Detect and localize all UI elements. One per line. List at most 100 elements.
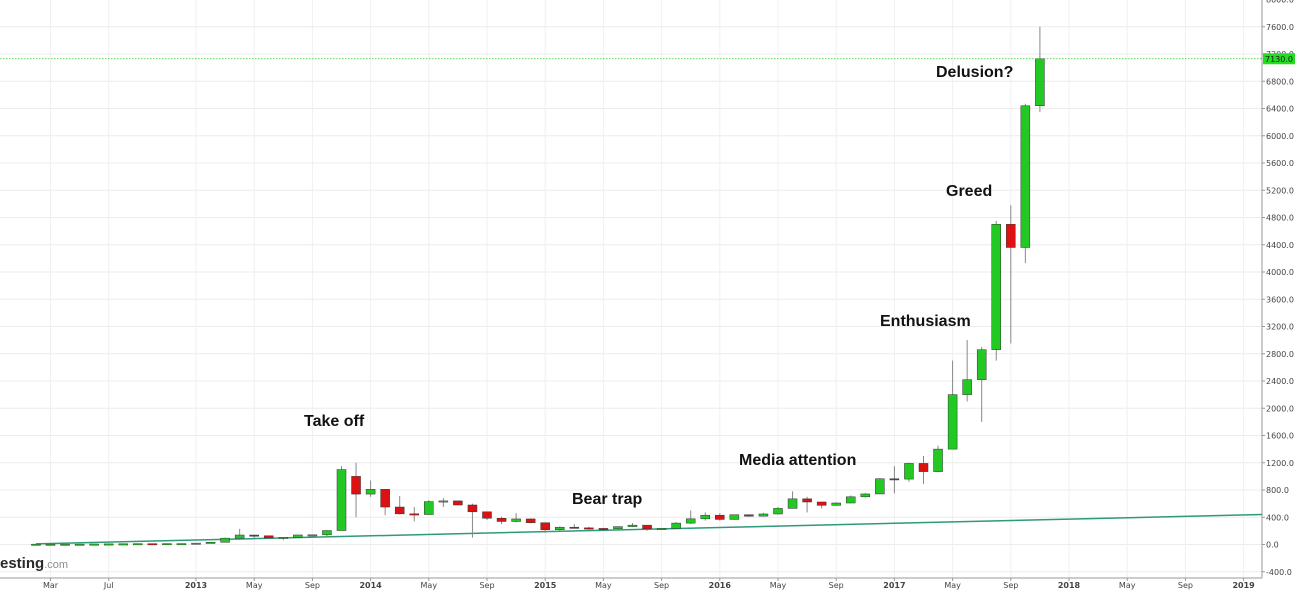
candle [264,535,274,539]
candle-body [613,526,623,530]
candle [598,527,609,530]
candle [409,507,419,522]
candle-body [234,534,245,539]
candle [322,530,332,538]
candle-body [438,500,449,503]
candle [205,542,216,544]
candle-body [569,526,580,529]
current-price-label: 7130.0 [1265,55,1293,64]
candle [685,510,696,525]
x-tick-label: May [246,581,263,590]
candle-body [322,530,332,536]
y-gridlines [0,26,1262,573]
candle-body [176,543,187,546]
candle [700,512,710,521]
candle [569,524,580,529]
candle [176,543,187,546]
candle-body [307,534,318,537]
candle-body [642,524,652,530]
annotation-media-attention: Media attention [739,452,856,469]
y-tick-label: 0.0 [1266,541,1279,550]
candle [758,512,769,517]
candle [1006,205,1016,344]
x-tick-label: May [595,581,612,590]
candle-body [555,526,565,530]
x-tick-label: 2016 [709,581,732,590]
candle-body [191,542,201,545]
candle [1035,26,1045,112]
candle [191,542,201,545]
candle [453,500,463,506]
x-tick-label: May [1119,581,1136,590]
candle [424,500,434,515]
investing-watermark: esting.com [0,555,68,572]
candle-body [45,543,56,546]
x-tick-label: May [770,581,787,590]
annotation-enthusiasm: Enthusiasm [880,313,971,330]
candle [729,514,740,520]
candle [991,220,1001,361]
candle-body [758,513,769,517]
y-tick-label: 400.0 [1266,513,1289,522]
candle-body [220,537,230,543]
y-tick-label: 8000.0 [1266,0,1294,5]
x-tick-label: 2018 [1058,581,1081,590]
candle [671,522,681,529]
candle [1020,103,1031,264]
candle-body [656,528,667,530]
candle [875,478,885,495]
x-tick-label: Sep [1178,581,1193,590]
candles-layer [31,26,1045,546]
candle-body [453,500,463,506]
y-tick-label: 6400.0 [1266,105,1294,114]
current-price-marker: 7130.0 [0,53,1295,65]
candle [802,496,812,513]
candle-body [133,543,143,546]
candle-body [1035,58,1045,107]
candle-body [351,476,361,495]
candle [365,480,376,497]
candle [118,543,128,546]
candle-body [496,518,507,522]
candle-body [249,534,259,537]
candle [555,526,565,531]
candle-body [336,469,347,531]
candle-body [525,518,536,523]
x-tick-label: Sep [1003,581,1018,590]
candle-body [831,502,841,506]
candle-body [904,463,914,480]
candle [336,466,347,531]
candle [162,543,172,546]
y-tick-label: 3200.0 [1266,323,1294,332]
candle-body [103,543,114,546]
candle [860,493,871,498]
candle [234,528,245,541]
candle [773,507,783,515]
candle [394,496,405,515]
candle-body [74,543,85,546]
candle [976,346,987,422]
candle-body [685,518,696,524]
candle-body [380,489,390,508]
candle [249,534,259,538]
candle-body [729,514,740,520]
candle-body [584,527,594,530]
candle-body [976,349,987,380]
candle [525,518,536,524]
candle-body [540,522,550,530]
candle [933,445,943,473]
candle [293,534,303,538]
candle [438,498,449,508]
watermark-text: esting.com [0,555,68,572]
candle-body [278,537,289,539]
trendline [35,513,1263,545]
x-tick-label: May [421,581,438,590]
candle-body [409,513,419,516]
candle [307,534,318,538]
candle-body [60,543,70,546]
candle-body [918,463,929,472]
candle-body [482,511,492,519]
candle [133,543,143,546]
candle [74,543,85,546]
